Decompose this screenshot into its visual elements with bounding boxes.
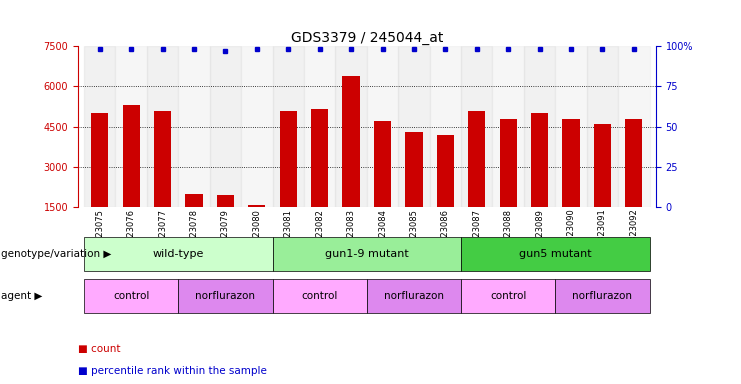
Bar [405,132,422,207]
Text: agent ▶: agent ▶ [1,291,43,301]
Text: control: control [113,291,150,301]
Bar [311,109,328,207]
Bar [342,76,359,207]
Title: GDS3379 / 245044_at: GDS3379 / 245044_at [290,31,443,45]
Bar [499,119,516,207]
Bar [562,119,579,207]
Bar [279,111,297,207]
Bar [555,46,587,207]
Text: wild-type: wild-type [153,249,204,259]
Text: gun1-9 mutant: gun1-9 mutant [325,249,409,259]
Text: control: control [490,291,526,301]
Bar [179,46,210,207]
Bar [273,46,304,207]
Bar [430,46,461,207]
Bar [210,46,241,207]
Bar [122,105,140,207]
Text: gun5 mutant: gun5 mutant [519,249,591,259]
Bar [436,135,454,207]
Bar [625,119,642,207]
Bar [241,46,273,207]
Bar [147,46,179,207]
Bar [116,46,147,207]
Bar [154,111,171,207]
Bar [531,113,548,207]
Bar [336,46,367,207]
Text: norflurazon: norflurazon [196,291,256,301]
Text: ■ count: ■ count [78,344,120,354]
Bar [461,46,493,207]
Bar [587,46,618,207]
Text: norflurazon: norflurazon [384,291,444,301]
Bar [217,195,234,207]
Text: control: control [302,291,338,301]
Text: genotype/variation ▶: genotype/variation ▶ [1,249,112,259]
Bar [91,113,108,207]
Bar [248,205,265,207]
Bar [398,46,430,207]
Bar [367,46,398,207]
Bar [374,121,391,207]
Text: ■ percentile rank within the sample: ■ percentile rank within the sample [78,366,267,376]
Bar [594,124,611,207]
Bar [468,111,485,207]
Bar [185,194,203,207]
Bar [493,46,524,207]
Text: norflurazon: norflurazon [572,291,632,301]
Bar [304,46,336,207]
Bar [84,46,116,207]
Bar [524,46,555,207]
Bar [618,46,650,207]
